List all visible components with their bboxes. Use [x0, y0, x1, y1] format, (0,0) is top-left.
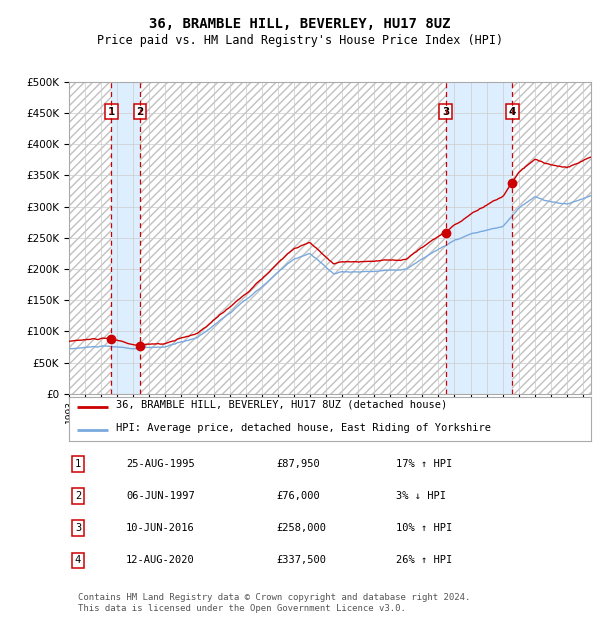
Text: 1: 1: [75, 459, 81, 469]
Text: 26% ↑ HPI: 26% ↑ HPI: [396, 556, 452, 565]
Text: 10-JUN-2016: 10-JUN-2016: [126, 523, 195, 533]
Text: 3: 3: [75, 523, 81, 533]
Text: 4: 4: [509, 107, 516, 117]
Bar: [140, 82, 446, 394]
Text: 25-AUG-1995: 25-AUG-1995: [126, 459, 195, 469]
Text: 36, BRAMBLE HILL, BEVERLEY, HU17 8UZ (detached house): 36, BRAMBLE HILL, BEVERLEY, HU17 8UZ (de…: [116, 399, 447, 409]
Bar: [69, 82, 112, 394]
Text: £337,500: £337,500: [276, 556, 326, 565]
Text: Price paid vs. HM Land Registry's House Price Index (HPI): Price paid vs. HM Land Registry's House …: [97, 35, 503, 47]
Bar: [112, 82, 140, 394]
Text: 3% ↓ HPI: 3% ↓ HPI: [396, 491, 446, 501]
Text: 36, BRAMBLE HILL, BEVERLEY, HU17 8UZ: 36, BRAMBLE HILL, BEVERLEY, HU17 8UZ: [149, 17, 451, 30]
Bar: [446, 82, 512, 394]
Bar: [512, 82, 591, 394]
Text: 2: 2: [137, 107, 144, 117]
Text: 2: 2: [75, 491, 81, 501]
Text: 1: 1: [108, 107, 115, 117]
Text: 17% ↑ HPI: 17% ↑ HPI: [396, 459, 452, 469]
Text: 12-AUG-2020: 12-AUG-2020: [126, 556, 195, 565]
Text: Contains HM Land Registry data © Crown copyright and database right 2024.
This d: Contains HM Land Registry data © Crown c…: [78, 593, 470, 613]
Text: 3: 3: [442, 107, 449, 117]
Text: £258,000: £258,000: [276, 523, 326, 533]
Text: £76,000: £76,000: [276, 491, 320, 501]
Text: HPI: Average price, detached house, East Riding of Yorkshire: HPI: Average price, detached house, East…: [116, 423, 491, 433]
Text: 10% ↑ HPI: 10% ↑ HPI: [396, 523, 452, 533]
Text: 06-JUN-1997: 06-JUN-1997: [126, 491, 195, 501]
Text: 4: 4: [75, 556, 81, 565]
Text: £87,950: £87,950: [276, 459, 320, 469]
